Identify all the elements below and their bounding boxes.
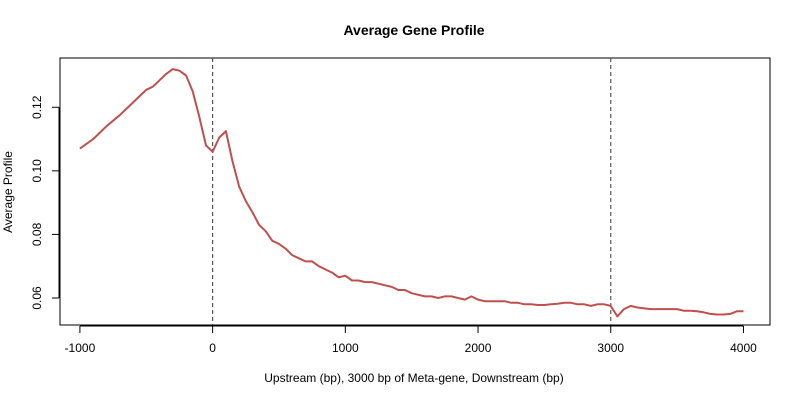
x-axis-label: Upstream (bp), 3000 bp of Meta-gene, Dow… bbox=[264, 371, 563, 385]
y-tick-label: 0.12 bbox=[30, 95, 44, 119]
x-tick-label: 4000 bbox=[730, 341, 757, 355]
y-tick-label: 0.10 bbox=[30, 159, 44, 183]
plot-frame bbox=[59, 57, 771, 326]
profile-line bbox=[79, 68, 744, 318]
x-tick-label: 0 bbox=[209, 341, 216, 355]
x-tick-label: -1000 bbox=[65, 341, 96, 355]
series-group bbox=[79, 68, 744, 318]
chart-title: Average Gene Profile bbox=[343, 22, 484, 38]
x-tick-label: 1000 bbox=[332, 341, 359, 355]
y-axis: 0.06 0.08 0.10 0.12 bbox=[30, 95, 60, 310]
y-tick-label: 0.06 bbox=[30, 286, 44, 310]
y-tick-label: 0.08 bbox=[30, 222, 44, 246]
y-axis-label: Average Profile bbox=[1, 151, 15, 233]
x-axis: -1000 0 1000 2000 3000 4000 bbox=[65, 325, 757, 355]
x-tick-label: 2000 bbox=[465, 341, 492, 355]
reference-lines bbox=[212, 58, 612, 325]
x-tick-label: 3000 bbox=[597, 341, 624, 355]
